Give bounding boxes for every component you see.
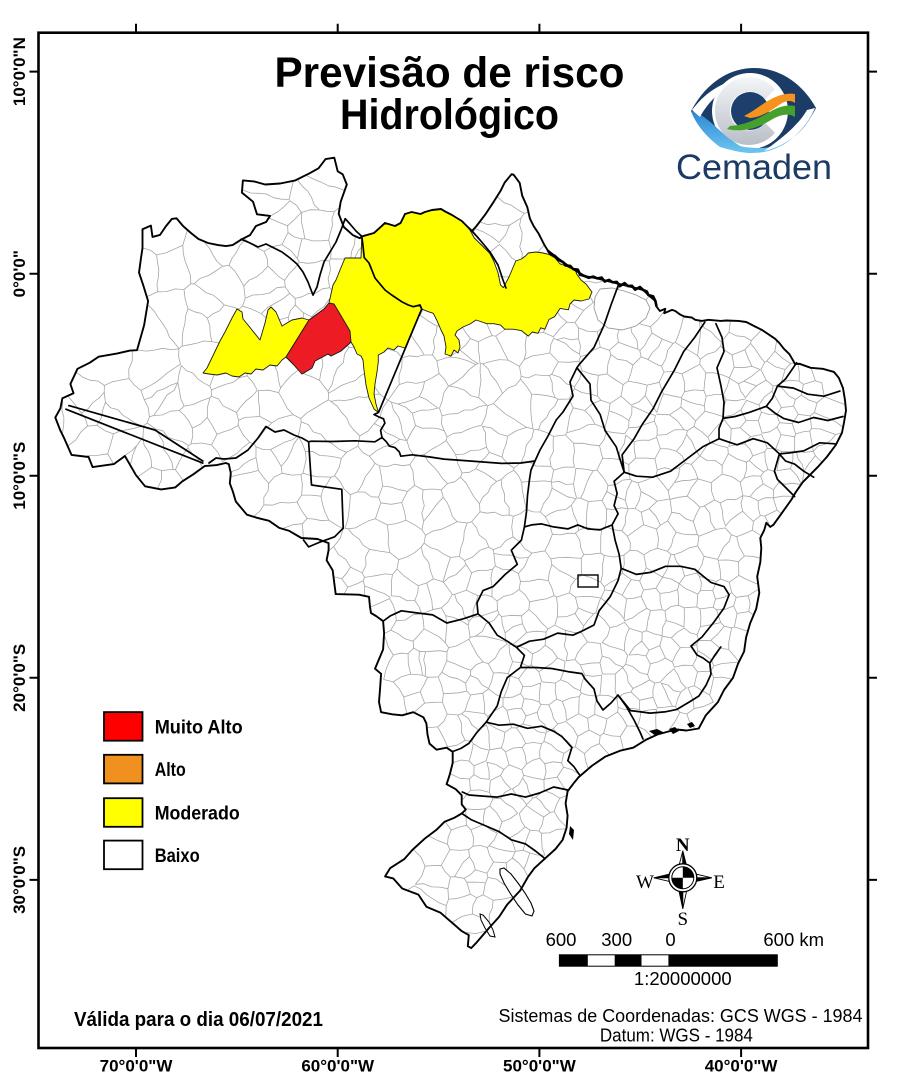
svg-text:300: 300 [601, 929, 632, 950]
svg-text:Válida para o dia 06/07/2021: Válida para o dia 06/07/2021 [74, 1008, 323, 1031]
svg-text:N: N [676, 835, 690, 856]
svg-text:1:20000000: 1:20000000 [634, 968, 732, 989]
svg-text:20°0'0"S: 20°0'0"S [10, 644, 29, 712]
svg-text:0: 0 [665, 929, 675, 950]
svg-text:Previsão de risco: Previsão de risco [275, 50, 625, 97]
svg-text:Moderado: Moderado [155, 804, 240, 825]
svg-text:60°0'0"W: 60°0'0"W [301, 1057, 375, 1076]
svg-text:600 km: 600 km [763, 929, 824, 950]
svg-text:E: E [713, 872, 725, 893]
svg-text:Alto: Alto [155, 760, 186, 781]
svg-text:Muito Alto: Muito Alto [155, 717, 243, 738]
svg-text:W: W [636, 872, 654, 893]
svg-text:600: 600 [546, 929, 577, 950]
svg-text:Datum: WGS - 1984: Datum: WGS - 1984 [600, 1026, 753, 1046]
svg-text:Hidrológico: Hidrológico [340, 92, 559, 139]
svg-text:S: S [678, 909, 689, 930]
svg-text:Cemaden: Cemaden [676, 148, 832, 187]
svg-text:Baixo: Baixo [155, 846, 200, 867]
svg-text:30°0'0"S: 30°0'0"S [10, 846, 29, 914]
svg-text:70°0'0"W: 70°0'0"W [100, 1057, 174, 1076]
svg-text:Sistemas de Coordenadas: GCS W: Sistemas de Coordenadas: GCS WGS - 1984 [499, 1006, 863, 1026]
svg-text:10°0'0"N: 10°0'0"N [10, 37, 29, 106]
svg-text:40°0'0"W: 40°0'0"W [705, 1057, 779, 1076]
svg-text:10°0'0"S: 10°0'0"S [10, 442, 29, 510]
svg-text:0°0'0": 0°0'0" [10, 250, 29, 297]
svg-text:50°0'0"W: 50°0'0"W [503, 1057, 577, 1076]
